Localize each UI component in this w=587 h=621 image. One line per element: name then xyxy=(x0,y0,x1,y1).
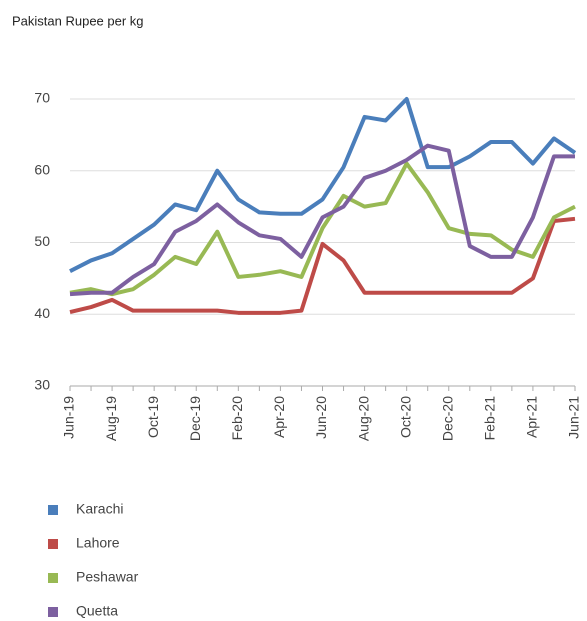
series-line xyxy=(69,143,575,297)
y-tick-label: 50 xyxy=(34,233,50,249)
x-tick-label: Apr-21 xyxy=(524,396,540,438)
x-tick-label: Aug-20 xyxy=(355,396,371,441)
x-tick-label: Jun-20 xyxy=(313,396,329,439)
legend-swatch xyxy=(48,505,58,515)
y-tick-label: 30 xyxy=(34,377,50,393)
x-tick-label: Apr-20 xyxy=(271,396,287,438)
x-tick-label: Feb-20 xyxy=(229,396,245,441)
x-tick-label: Jun-19 xyxy=(61,396,77,439)
x-tick-label: Aug-19 xyxy=(103,396,119,441)
legend-label: Peshawar xyxy=(76,569,139,585)
chart-title: Pakistan Rupee per kg xyxy=(12,13,144,28)
legend-label: Lahore xyxy=(76,535,120,551)
series-line xyxy=(69,161,576,297)
legend-label: Karachi xyxy=(76,501,123,517)
legend-swatch xyxy=(48,573,58,583)
y-tick-label: 70 xyxy=(34,90,50,106)
y-tick-label: 60 xyxy=(34,161,50,177)
x-tick-label: Feb-21 xyxy=(482,396,498,441)
x-tick-label: Dec-20 xyxy=(439,396,455,441)
x-tick-label: Jun-21 xyxy=(566,396,582,439)
legend-swatch xyxy=(48,607,58,617)
legend-swatch xyxy=(48,539,58,549)
legend-label: Quetta xyxy=(76,603,118,619)
x-tick-label: Dec-19 xyxy=(187,396,203,441)
y-tick-label: 40 xyxy=(34,305,50,321)
x-tick-label: Oct-20 xyxy=(397,396,413,438)
x-tick-label: Oct-19 xyxy=(145,396,161,438)
series-line xyxy=(69,97,577,273)
series-line xyxy=(69,216,576,315)
